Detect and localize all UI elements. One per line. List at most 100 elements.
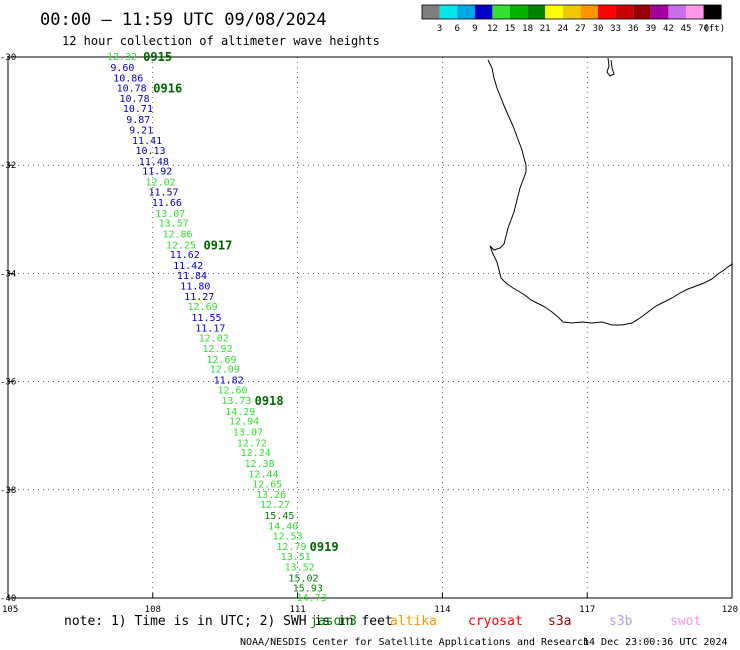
wave-height-label: 14.29: [225, 407, 255, 418]
wave-height-label: 13.26: [256, 490, 286, 501]
colorbar-swatch: [492, 5, 510, 19]
colorbar-swatch: [457, 5, 475, 19]
lon-tick-label: 117: [579, 605, 595, 615]
footer-note: note: 1) Time is in UTC; 2) SWH is in fe…: [64, 614, 393, 629]
lat-tick-label: -40: [0, 594, 16, 604]
wave-height-label: 11.80: [180, 281, 210, 292]
map-frame: [7, 56, 733, 599]
altimeter-track: 12.329.6010.8610.7810.7810.719.879.2111.…: [107, 52, 327, 604]
wave-height-label: 11.42: [173, 261, 203, 272]
colorbar-legend: 3 6 9 12 15 18 21 24 27 30 33 36 39 42 45 70(ft): [421, 4, 726, 34]
wave-height-label: 13.07: [155, 209, 185, 220]
colorbar-swatch: [650, 5, 669, 19]
colorbar-label: 30: [593, 24, 604, 34]
coastline-southwest-australia: [487, 59, 734, 326]
wave-height-label: 14.73: [297, 593, 327, 604]
lon-tick-label: 120: [722, 605, 738, 615]
coastline-island: [606, 57, 615, 77]
satellite-label: jason3: [310, 614, 357, 629]
colorbar-label: 27: [575, 24, 586, 34]
wave-height-label: 10.78: [117, 83, 147, 94]
colorbar-swatch: [633, 5, 651, 19]
lon-tick-label: 108: [145, 605, 161, 615]
wave-height-label: 12.32: [107, 52, 137, 63]
wave-height-label: 13.07: [233, 427, 263, 438]
colorbar-outline: [421, 4, 722, 20]
colorbar-swatch: [615, 5, 634, 19]
wave-height-label: 10.86: [113, 74, 143, 85]
wave-height-label: 11.17: [195, 324, 225, 335]
wave-height-label: 11.84: [177, 271, 207, 282]
wave-height-label: 12.65: [252, 479, 282, 490]
wave-height-label: 11.55: [191, 313, 221, 324]
satellite-legend: jason3 altika cryosat s3a s3b swot: [310, 614, 701, 629]
satellite-label: s3a: [548, 614, 571, 629]
wave-height-label: 12.38: [245, 459, 275, 470]
colorbar-label: 70: [698, 24, 709, 34]
lon-tick-label: 105: [2, 605, 18, 615]
time-stamps: 0915 0916 0917 0918 0919: [143, 50, 338, 554]
colorbar-swatch: [562, 5, 581, 19]
colorbar-swatch: [439, 5, 458, 19]
colorbar-swatch: [422, 5, 440, 19]
wave-height-label: 15.93: [293, 583, 323, 594]
wave-height-label: 11.41: [132, 136, 162, 147]
colorbar-swatch: [703, 5, 722, 19]
wave-height-label: 13.73: [221, 396, 251, 407]
wave-height-label: 12.02: [199, 333, 229, 344]
wave-height-label: 12.27: [260, 500, 290, 511]
wave-height-label: 12.69: [188, 302, 218, 313]
colorbar-swatch: [580, 5, 598, 19]
colorbar-label: 15: [505, 24, 516, 34]
satellite-label: altika: [390, 614, 437, 629]
colorbar-swatch: [510, 5, 528, 19]
colorbar-swatch: [474, 5, 493, 19]
wave-height-label: 15.45: [264, 511, 294, 522]
wave-height-label: 10.13: [135, 146, 165, 157]
wave-height-label: 10.71: [123, 104, 153, 115]
generated-time: 14 Dec 23:00:36 UTC 2024: [583, 637, 728, 648]
wave-height-label: 13.52: [285, 563, 315, 574]
wave-height-label: 9.21: [129, 126, 153, 137]
wave-height-label: 12.53: [273, 531, 303, 542]
wave-height-label: 11.82: [214, 376, 244, 387]
wave-height-label: 12.44: [248, 470, 278, 481]
colorbar-swatch: [527, 5, 546, 19]
wave-height-label: 12.94: [229, 417, 259, 428]
colorbar-label: 6: [454, 24, 459, 34]
map-grid: 105 108 111 114 117 120-30-32-34-36-38-40: [0, 53, 738, 615]
wave-height-label: 11.66: [152, 198, 182, 209]
colorbar-label: 39: [645, 24, 656, 34]
lon-tick-label: 114: [434, 605, 450, 615]
wave-height-label: 11.57: [148, 187, 178, 198]
wave-height-label: 12.79: [276, 542, 306, 553]
colorbar-label: 42: [663, 24, 674, 34]
lon-tick-label: 111: [289, 605, 305, 615]
time-stamp-label: 0918: [255, 394, 284, 408]
wave-height-label: 12.25: [166, 240, 196, 251]
colorbar-label: 33: [610, 24, 621, 34]
wave-height-label: 11.48: [139, 157, 169, 168]
wave-height-label: 12.69: [206, 355, 236, 366]
wave-height-label: 11.27: [184, 292, 214, 303]
page-subtitle: 12 hour collection of altimeter wave hei…: [62, 34, 380, 48]
colorbar-label: 36: [628, 24, 639, 34]
colorbar-unit: (ft): [704, 24, 726, 34]
time-stamp-label: 0916: [153, 81, 182, 95]
satellite-label: cryosat: [468, 614, 523, 629]
credit-text: NOAA/NESDIS Center for Satellite Applica…: [240, 637, 589, 648]
colorbar-swatch: [545, 5, 563, 19]
wave-height-label: 12.24: [241, 448, 271, 459]
colorbar-label: 12: [487, 24, 498, 34]
wave-height-label: 11.62: [170, 250, 200, 261]
wave-height-label: 11.92: [142, 167, 172, 178]
wave-height-label: 12.02: [146, 178, 176, 189]
colorbar-label: 45: [681, 24, 692, 34]
time-stamp-label: 0915: [143, 50, 172, 64]
wave-height-label: 13.57: [159, 219, 189, 230]
wave-height-label: 12.86: [162, 229, 192, 240]
wave-height-label: 14.40: [268, 522, 298, 533]
colorbar-swatch: [686, 5, 704, 19]
